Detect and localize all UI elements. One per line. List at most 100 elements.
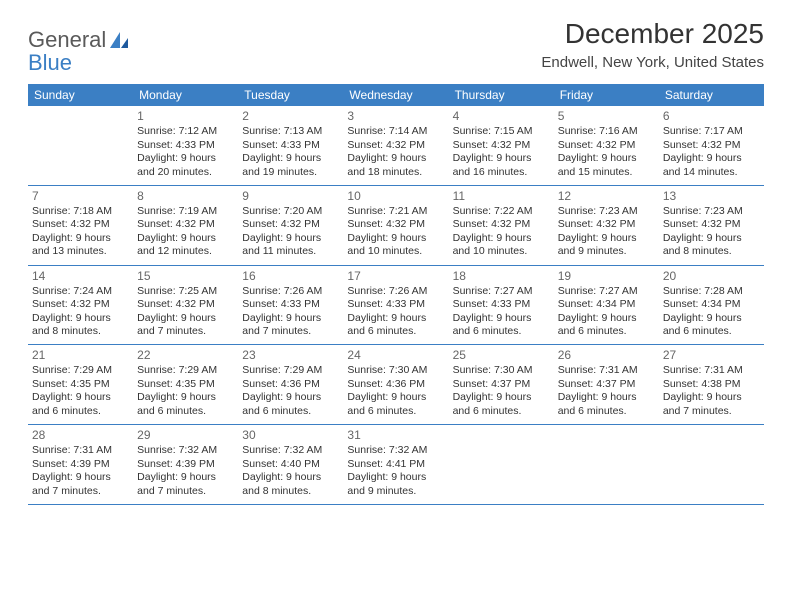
sunrise-line: Sunrise: 7:15 AM <box>453 125 550 138</box>
daylight-line: Daylight: 9 hours and 14 minutes. <box>663 152 760 179</box>
day-number: 15 <box>137 269 234 283</box>
sunrise-line: Sunrise: 7:32 AM <box>242 444 339 457</box>
day-cell <box>28 106 133 185</box>
day-cell: 7Sunrise: 7:18 AMSunset: 4:32 PMDaylight… <box>28 186 133 265</box>
daylight-line: Daylight: 9 hours and 6 minutes. <box>558 391 655 418</box>
sunrise-line: Sunrise: 7:23 AM <box>663 205 760 218</box>
sunset-line: Sunset: 4:32 PM <box>347 218 444 231</box>
day-number: 27 <box>663 348 760 362</box>
daylight-line: Daylight: 9 hours and 7 minutes. <box>242 312 339 339</box>
daylight-line: Daylight: 9 hours and 10 minutes. <box>453 232 550 259</box>
sunset-line: Sunset: 4:39 PM <box>137 458 234 471</box>
sunrise-line: Sunrise: 7:29 AM <box>242 364 339 377</box>
day-cell: 15Sunrise: 7:25 AMSunset: 4:32 PMDayligh… <box>133 266 238 345</box>
sunset-line: Sunset: 4:37 PM <box>558 378 655 391</box>
sunset-line: Sunset: 4:34 PM <box>663 298 760 311</box>
day-cell: 27Sunrise: 7:31 AMSunset: 4:38 PMDayligh… <box>659 345 764 424</box>
header: General Blue December 2025 Endwell, New … <box>28 18 764 74</box>
day-number: 9 <box>242 189 339 203</box>
day-cell: 11Sunrise: 7:22 AMSunset: 4:32 PMDayligh… <box>449 186 554 265</box>
day-cell: 20Sunrise: 7:28 AMSunset: 4:34 PMDayligh… <box>659 266 764 345</box>
day-cell: 22Sunrise: 7:29 AMSunset: 4:35 PMDayligh… <box>133 345 238 424</box>
day-cell: 8 Sunrise: 7:19 AMSunset: 4:32 PMDaylight… <box>133 186 238 265</box>
sail-icon <box>108 30 130 50</box>
day-cell: 19Sunrise: 7:27 AMSunset: 4:34 PMDayligh… <box>554 266 659 345</box>
day-cell: 6Sunrise: 7:17 AMSunset: 4:32 PMDaylight… <box>659 106 764 185</box>
sunset-line: Sunset: 4:37 PM <box>453 378 550 391</box>
daylight-line: Daylight: 9 hours and 6 minutes. <box>453 312 550 339</box>
day-cell: 9 Sunrise: 7:20 AMSunset: 4:32 PMDaylight… <box>238 186 343 265</box>
day-cell: 29Sunrise: 7:32 AMSunset: 4:39 PMDayligh… <box>133 425 238 504</box>
day-cell: 13Sunrise: 7:23 AMSunset: 4:32 PMDayligh… <box>659 186 764 265</box>
week-row: 14Sunrise: 7:24 AMSunset: 4:32 PMDayligh… <box>28 266 764 346</box>
sunset-line: Sunset: 4:32 PM <box>347 139 444 152</box>
day-number: 26 <box>558 348 655 362</box>
sunset-line: Sunset: 4:33 PM <box>242 139 339 152</box>
day-number: 13 <box>663 189 760 203</box>
sunset-line: Sunset: 4:36 PM <box>242 378 339 391</box>
sunrise-line: Sunrise: 7:31 AM <box>663 364 760 377</box>
brand-word-2: Blue <box>28 50 72 75</box>
day-number: 30 <box>242 428 339 442</box>
sunrise-line: Sunrise: 7:32 AM <box>347 444 444 457</box>
sunrise-line: Sunrise: 7:20 AM <box>242 205 339 218</box>
sunrise-line: Sunrise: 7:17 AM <box>663 125 760 138</box>
sunrise-line: Sunrise: 7:19 AM <box>137 205 234 218</box>
sunset-line: Sunset: 4:33 PM <box>137 139 234 152</box>
sunrise-line: Sunrise: 7:18 AM <box>32 205 129 218</box>
daylight-line: Daylight: 9 hours and 11 minutes. <box>242 232 339 259</box>
day-cell: 23Sunrise: 7:29 AMSunset: 4:36 PMDayligh… <box>238 345 343 424</box>
daylight-line: Daylight: 9 hours and 12 minutes. <box>137 232 234 259</box>
sunset-line: Sunset: 4:36 PM <box>347 378 444 391</box>
day-cell: 25Sunrise: 7:30 AMSunset: 4:37 PMDayligh… <box>449 345 554 424</box>
sunrise-line: Sunrise: 7:31 AM <box>558 364 655 377</box>
sunset-line: Sunset: 4:35 PM <box>137 378 234 391</box>
daylight-line: Daylight: 9 hours and 7 minutes. <box>137 312 234 339</box>
day-cell: 14Sunrise: 7:24 AMSunset: 4:32 PMDayligh… <box>28 266 133 345</box>
sunrise-line: Sunrise: 7:29 AM <box>32 364 129 377</box>
daylight-line: Daylight: 9 hours and 19 minutes. <box>242 152 339 179</box>
daylight-line: Daylight: 9 hours and 6 minutes. <box>32 391 129 418</box>
title-block: December 2025 Endwell, New York, United … <box>541 18 764 71</box>
day-cell: 10Sunrise: 7:21 AMSunset: 4:32 PMDayligh… <box>343 186 448 265</box>
week-row: 1Sunrise: 7:12 AMSunset: 4:33 PMDaylight… <box>28 106 764 186</box>
dow-label: Friday <box>554 84 659 106</box>
sunset-line: Sunset: 4:32 PM <box>663 218 760 231</box>
daylight-line: Daylight: 9 hours and 13 minutes. <box>32 232 129 259</box>
sunset-line: Sunset: 4:32 PM <box>663 139 760 152</box>
day-cell: 30Sunrise: 7:32 AMSunset: 4:40 PMDayligh… <box>238 425 343 504</box>
sunrise-line: Sunrise: 7:23 AM <box>558 205 655 218</box>
day-cell <box>659 425 764 504</box>
day-cell: 4Sunrise: 7:15 AMSunset: 4:32 PMDaylight… <box>449 106 554 185</box>
sunset-line: Sunset: 4:40 PM <box>242 458 339 471</box>
day-number: 4 <box>453 109 550 123</box>
day-number: 11 <box>453 189 550 203</box>
day-number: 8 <box>137 189 234 203</box>
sunset-line: Sunset: 4:32 PM <box>558 139 655 152</box>
sunrise-line: Sunrise: 7:21 AM <box>347 205 444 218</box>
daylight-line: Daylight: 9 hours and 16 minutes. <box>453 152 550 179</box>
daylight-line: Daylight: 9 hours and 15 minutes. <box>558 152 655 179</box>
daylight-line: Daylight: 9 hours and 9 minutes. <box>347 471 444 498</box>
daylight-line: Daylight: 9 hours and 6 minutes. <box>453 391 550 418</box>
day-cell: 26 Sunrise: 7:31 AMSunset: 4:37 PMDayligh… <box>554 345 659 424</box>
daylight-line: Daylight: 9 hours and 8 minutes. <box>32 312 129 339</box>
sunset-line: Sunset: 4:34 PM <box>558 298 655 311</box>
day-number: 16 <box>242 269 339 283</box>
sunset-line: Sunset: 4:41 PM <box>347 458 444 471</box>
daylight-line: Daylight: 9 hours and 7 minutes. <box>32 471 129 498</box>
sunrise-line: Sunrise: 7:31 AM <box>32 444 129 457</box>
sunrise-line: Sunrise: 7:12 AM <box>137 125 234 138</box>
sunrise-line: Sunrise: 7:14 AM <box>347 125 444 138</box>
sunset-line: Sunset: 4:32 PM <box>137 218 234 231</box>
sunset-line: Sunset: 4:38 PM <box>663 378 760 391</box>
sunrise-line: Sunrise: 7:24 AM <box>32 285 129 298</box>
sunset-line: Sunset: 4:32 PM <box>32 298 129 311</box>
day-number: 23 <box>242 348 339 362</box>
dow-label: Saturday <box>659 84 764 106</box>
day-number: 20 <box>663 269 760 283</box>
daylight-line: Daylight: 9 hours and 6 minutes. <box>663 312 760 339</box>
sunset-line: Sunset: 4:32 PM <box>242 218 339 231</box>
sunrise-line: Sunrise: 7:27 AM <box>453 285 550 298</box>
day-cell <box>554 425 659 504</box>
